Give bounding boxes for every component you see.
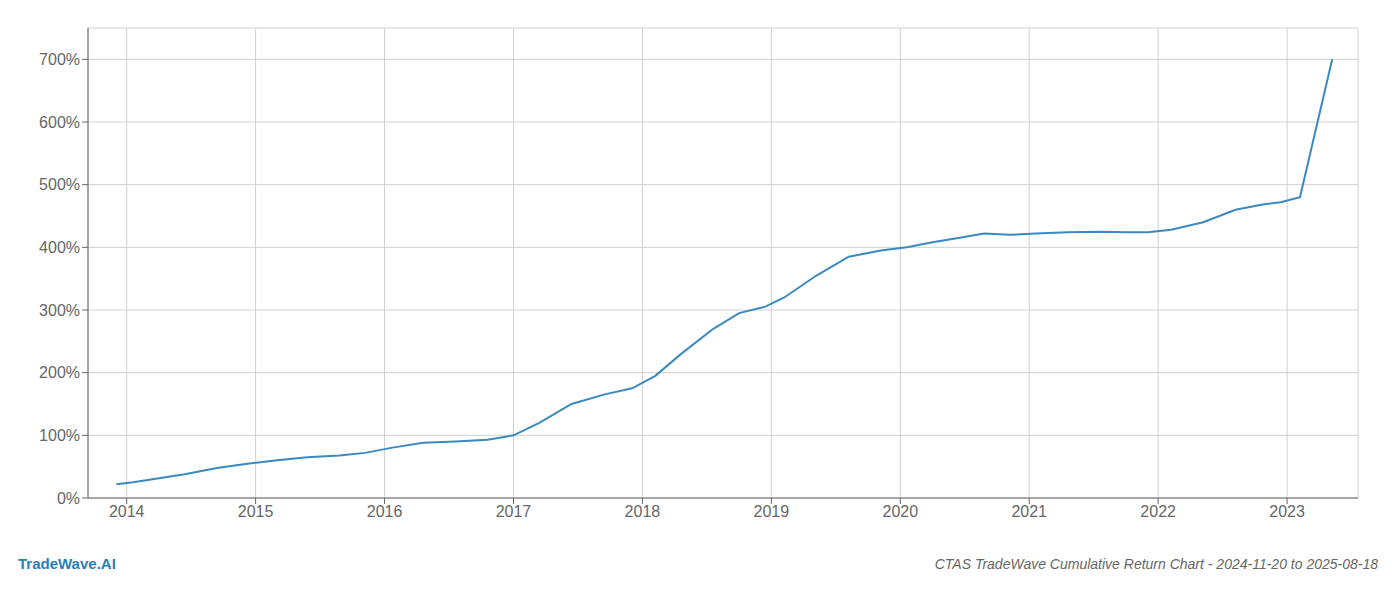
svg-text:200%: 200%	[39, 364, 80, 381]
svg-text:2020: 2020	[882, 503, 918, 520]
svg-text:2021: 2021	[1011, 503, 1047, 520]
svg-text:300%: 300%	[39, 302, 80, 319]
svg-text:2019: 2019	[754, 503, 790, 520]
svg-text:500%: 500%	[39, 176, 80, 193]
svg-text:2023: 2023	[1269, 503, 1305, 520]
svg-text:100%: 100%	[39, 427, 80, 444]
svg-text:2015: 2015	[238, 503, 274, 520]
svg-text:400%: 400%	[39, 239, 80, 256]
svg-text:2016: 2016	[367, 503, 403, 520]
svg-text:700%: 700%	[39, 51, 80, 68]
svg-text:2018: 2018	[625, 503, 661, 520]
svg-text:600%: 600%	[39, 114, 80, 131]
svg-text:0%: 0%	[57, 490, 80, 507]
svg-text:2014: 2014	[109, 503, 145, 520]
svg-text:2017: 2017	[496, 503, 532, 520]
svg-text:2022: 2022	[1140, 503, 1176, 520]
html-text:CTAS TradeWave Cumulative Retu: CTAS TradeWave Cumulative Return Chart -…	[934, 556, 1378, 572]
html-text:TradeWave.AI: TradeWave.AI	[18, 555, 116, 572]
